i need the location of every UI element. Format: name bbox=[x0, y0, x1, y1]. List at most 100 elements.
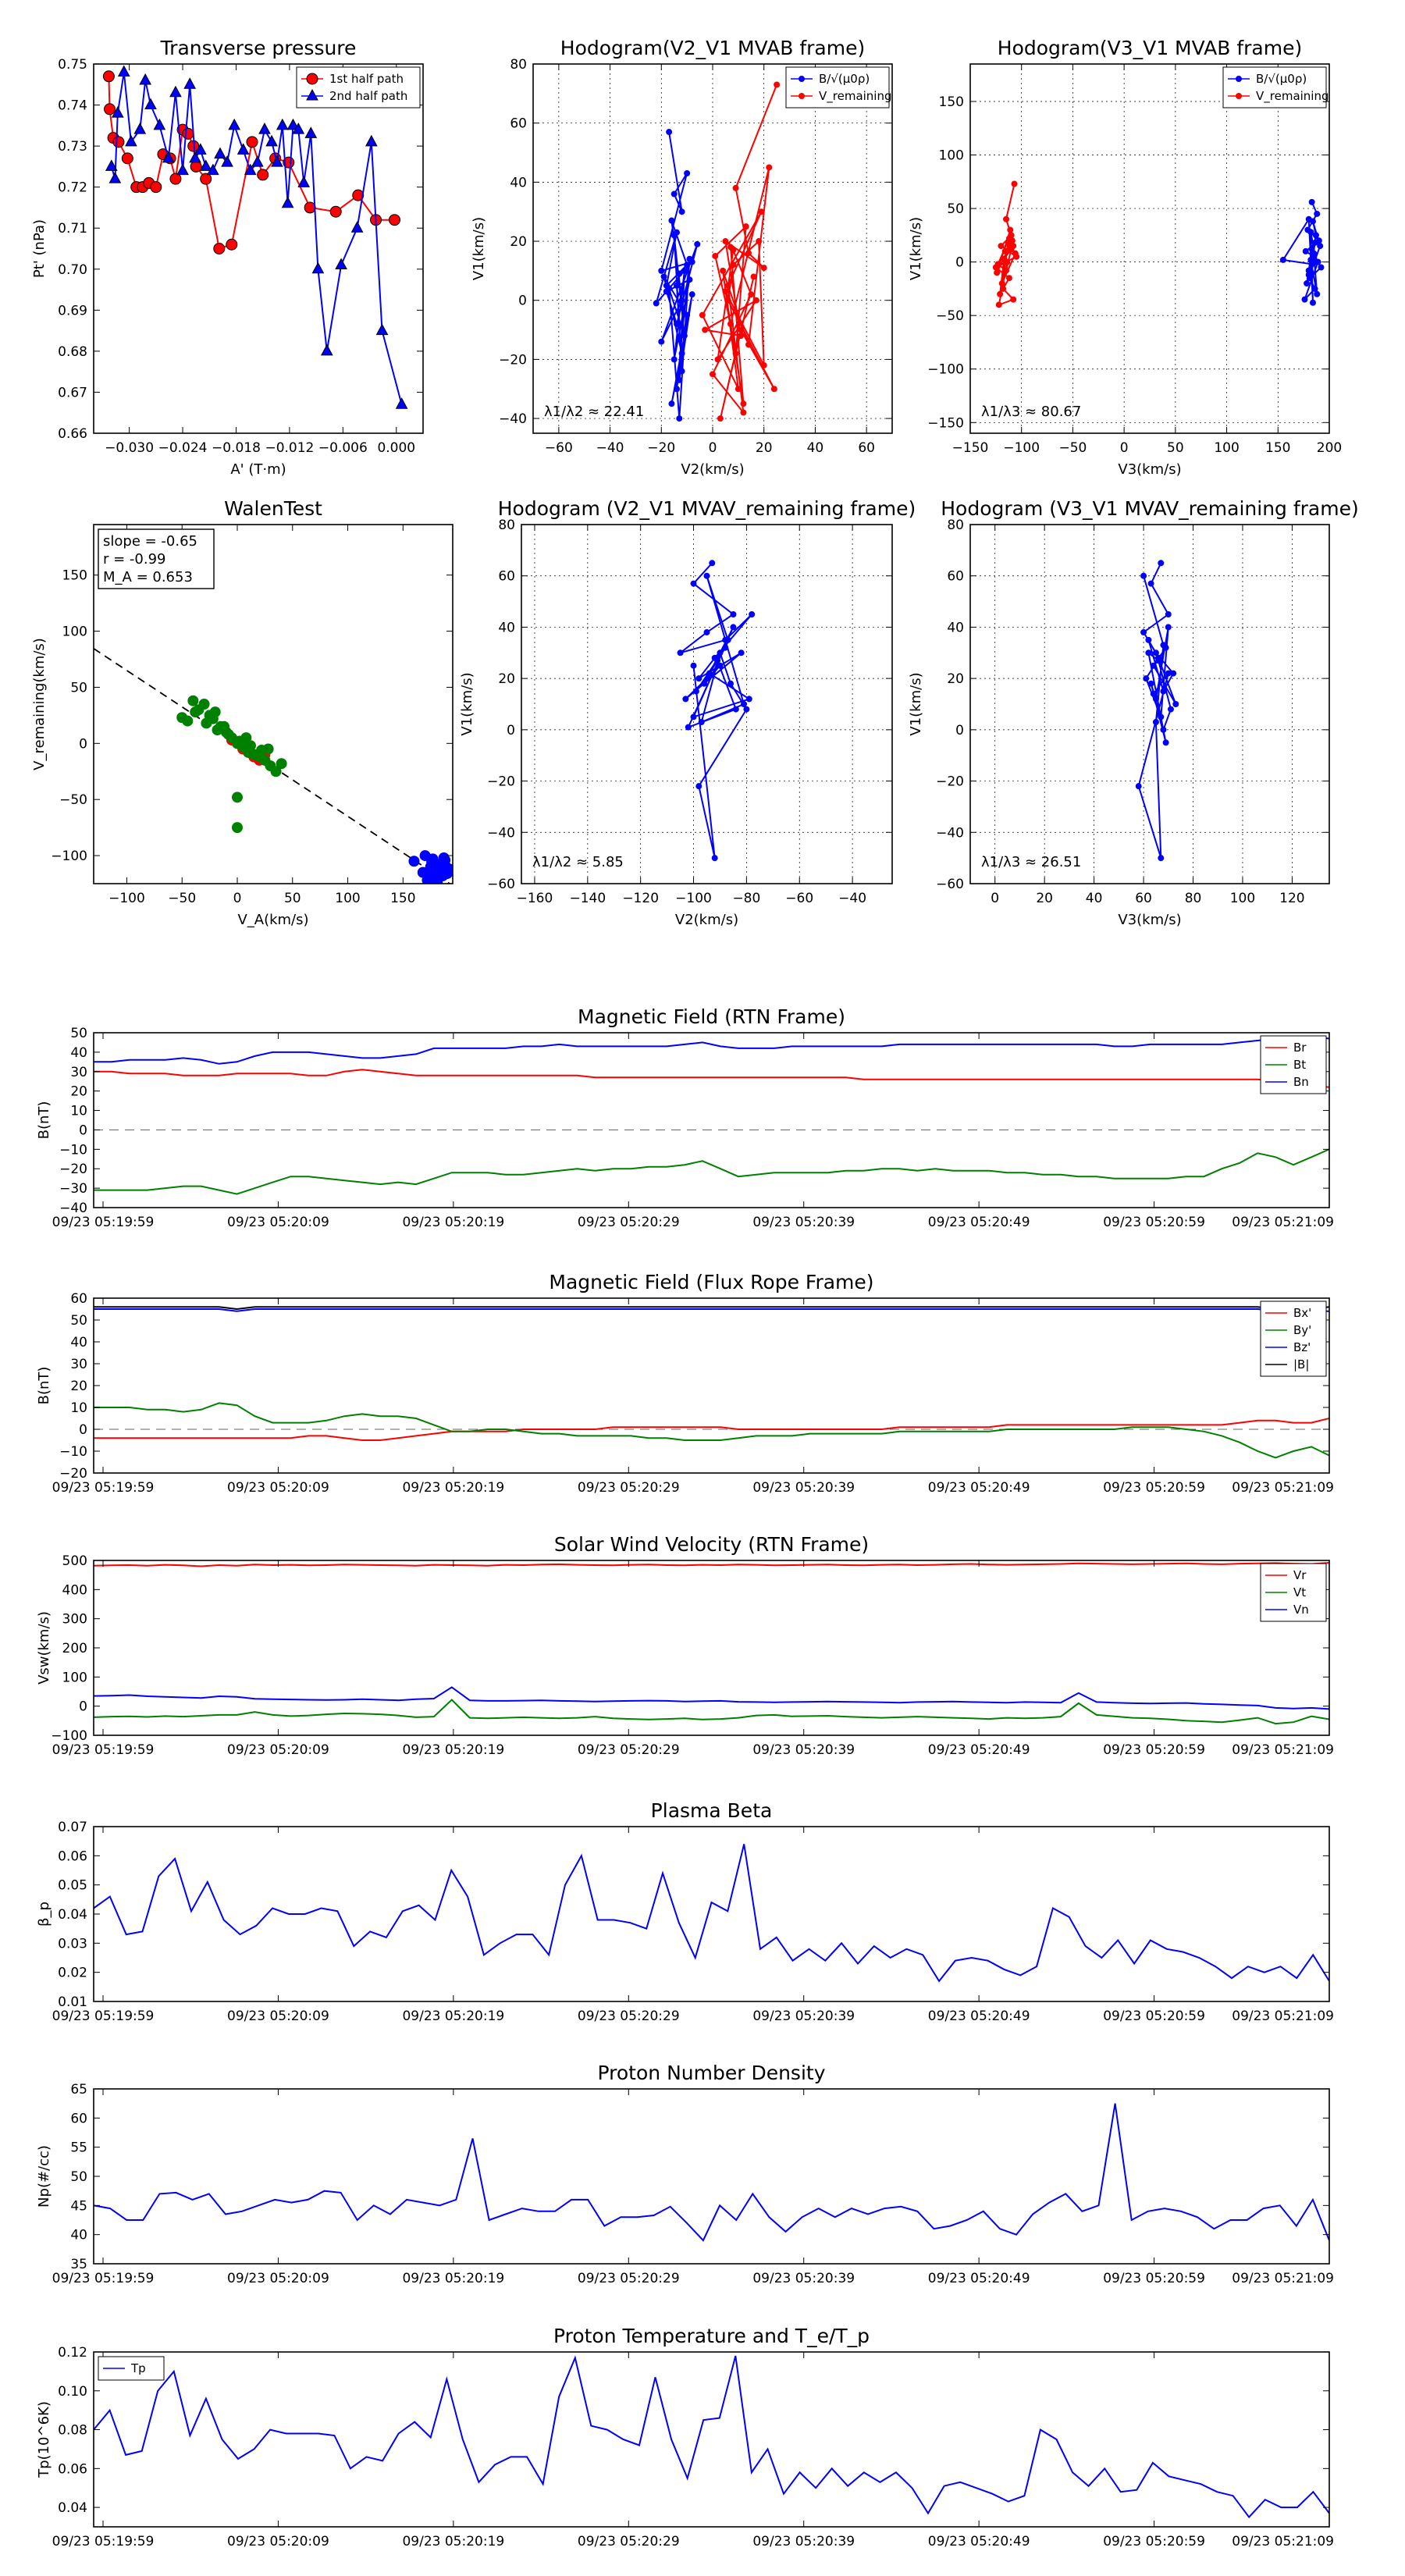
data-point bbox=[722, 238, 729, 245]
series-line-0 bbox=[94, 2103, 1329, 2242]
data-point bbox=[670, 190, 678, 197]
series-line bbox=[1282, 201, 1322, 303]
plot-frame bbox=[93, 63, 424, 434]
time-tick-label: 09/23 05:20:59 bbox=[1103, 2008, 1205, 2024]
series-0 bbox=[1279, 198, 1325, 306]
x-tick-label: 40 bbox=[807, 440, 824, 456]
data-point bbox=[1011, 180, 1018, 187]
time-tick-label: 09/23 05:20:29 bbox=[578, 2008, 680, 2024]
data-point bbox=[998, 280, 1005, 287]
y-tick-label: 60 bbox=[510, 116, 527, 132]
y-tick-label: 0.72 bbox=[58, 180, 87, 196]
x-tick-label: −40 bbox=[838, 891, 866, 906]
data-point bbox=[676, 376, 683, 383]
data-point bbox=[1003, 215, 1009, 222]
data-point bbox=[698, 719, 705, 725]
y-tick-label: 100 bbox=[939, 148, 964, 164]
series-line-2 bbox=[94, 1036, 1329, 1065]
legend-label-2: Bn bbox=[1293, 1075, 1309, 1089]
x-tick-label: −60 bbox=[785, 891, 813, 906]
data-point bbox=[1160, 726, 1167, 733]
y-tick-label: −40 bbox=[936, 825, 964, 841]
y-tick-label: 200 bbox=[62, 1641, 87, 1656]
data-point bbox=[738, 649, 745, 656]
data-point bbox=[1312, 232, 1319, 239]
data-point bbox=[1012, 250, 1019, 257]
data-point bbox=[1318, 264, 1325, 271]
legend-label-0: Br bbox=[1293, 1041, 1307, 1055]
time-tick-label: 09/23 05:20:29 bbox=[578, 1215, 680, 1230]
data-point bbox=[389, 214, 401, 226]
data-point bbox=[108, 172, 122, 183]
time-tick-label: 09/23 05:20:19 bbox=[402, 2008, 504, 2024]
series-line-0 bbox=[94, 1844, 1329, 1983]
plot-area bbox=[94, 648, 453, 884]
series-line-3 bbox=[94, 1306, 1329, 1312]
y-tick-label: −20 bbox=[59, 1162, 87, 1177]
y-tick-label: 150 bbox=[62, 568, 87, 584]
data-point bbox=[1010, 243, 1017, 250]
data-point bbox=[658, 267, 665, 274]
legend-label-2: Vn bbox=[1293, 1603, 1309, 1617]
data-point bbox=[998, 243, 1005, 250]
legend-label-1: 2nd half path bbox=[329, 89, 407, 103]
data-point bbox=[758, 208, 765, 215]
data-point bbox=[994, 261, 1001, 268]
data-point bbox=[258, 123, 271, 134]
data-point bbox=[1317, 243, 1324, 250]
x-tick-label: 100 bbox=[1214, 440, 1239, 456]
data-point bbox=[1160, 642, 1167, 649]
series-line-1 bbox=[94, 1699, 1329, 1725]
y-tick-label: 0 bbox=[79, 736, 87, 752]
plot-area bbox=[992, 180, 1325, 308]
data-point bbox=[271, 155, 283, 167]
y-tick-label: 10 bbox=[70, 1104, 87, 1119]
x-tick-label: 150 bbox=[1265, 440, 1290, 456]
data-point bbox=[1150, 662, 1157, 669]
time-tick-label: 09/23 05:20:49 bbox=[928, 2008, 1030, 2024]
y-tick-label: −100 bbox=[51, 849, 87, 864]
legend-marker-0 bbox=[799, 76, 805, 82]
data-point bbox=[740, 400, 747, 407]
time-tick-label: 09/23 05:20:39 bbox=[752, 1215, 855, 1230]
y-tick-label: −50 bbox=[936, 308, 964, 324]
x-tick-label: 0.000 bbox=[377, 440, 415, 456]
y-tick-label: 20 bbox=[947, 671, 964, 687]
data-point bbox=[182, 127, 194, 140]
time-tick-label: 09/23 05:20:39 bbox=[752, 2534, 855, 2549]
y-tick-label: 20 bbox=[70, 1379, 87, 1394]
series-0 bbox=[653, 129, 701, 422]
data-point bbox=[270, 766, 282, 777]
x-tick-label: −50 bbox=[1058, 440, 1087, 456]
data-point bbox=[286, 118, 300, 130]
data-point bbox=[681, 333, 688, 340]
y-tick-label: 400 bbox=[62, 1582, 87, 1598]
data-point bbox=[722, 644, 729, 651]
x-tick-label: 20 bbox=[756, 440, 773, 456]
data-point bbox=[240, 732, 252, 744]
data-point bbox=[1314, 210, 1321, 217]
data-point bbox=[712, 252, 719, 259]
data-point bbox=[668, 400, 675, 407]
eigenvalue-ratio: λ1/λ3 ≈ 80.67 bbox=[981, 404, 1081, 420]
x-tick-label: −100 bbox=[675, 891, 712, 906]
data-point bbox=[1145, 649, 1152, 656]
y-tick-label: 60 bbox=[70, 1291, 87, 1307]
data-point bbox=[666, 285, 673, 292]
x-tick-label: 0 bbox=[1120, 440, 1129, 456]
y-tick-label: 50 bbox=[947, 201, 964, 217]
data-point bbox=[732, 706, 739, 713]
y-tick-label: 0.67 bbox=[58, 385, 87, 400]
y-tick-label: 40 bbox=[70, 1045, 87, 1061]
data-point bbox=[276, 118, 289, 130]
data-point bbox=[750, 273, 757, 280]
y-tick-label: 60 bbox=[947, 569, 964, 585]
chart-title: Hodogram (V3_V1 MVAV_remaining frame) bbox=[941, 497, 1359, 520]
y-tick-label: −50 bbox=[59, 792, 87, 808]
y-tick-label: −30 bbox=[59, 1181, 87, 1197]
legend-label-1: By' bbox=[1293, 1323, 1311, 1337]
plot-area bbox=[102, 65, 408, 409]
data-point bbox=[214, 147, 226, 159]
data-point bbox=[738, 326, 745, 333]
chart-title: WalenTest bbox=[224, 497, 322, 520]
